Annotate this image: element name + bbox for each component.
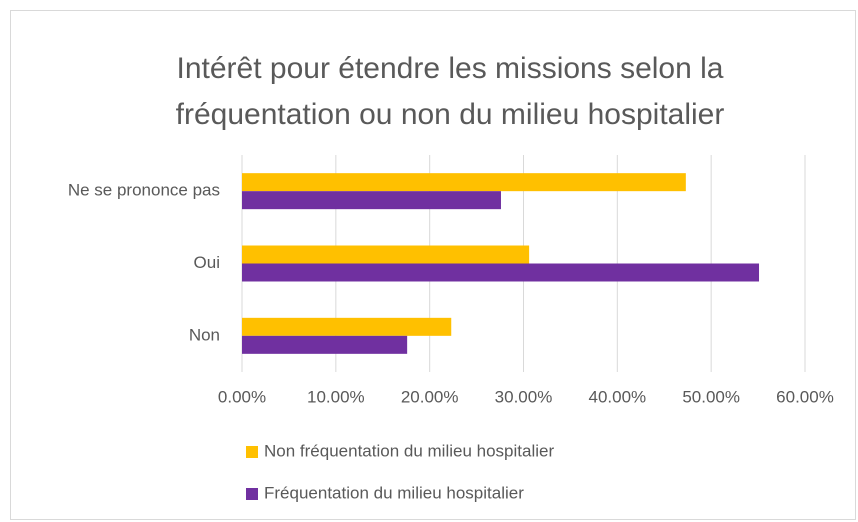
x-tick-label: 20.00% xyxy=(401,387,459,406)
y-tick-label: Oui xyxy=(194,253,220,272)
chart-border xyxy=(10,10,856,520)
bar xyxy=(242,191,501,210)
bar xyxy=(242,335,408,354)
bar xyxy=(242,245,530,264)
x-tick-label: 30.00% xyxy=(495,387,553,406)
y-tick-label: Non xyxy=(189,325,220,344)
x-tick-label: 40.00% xyxy=(588,387,646,406)
x-tick-label: 50.00% xyxy=(682,387,740,406)
y-tick-label: Ne se prononce pas xyxy=(68,181,220,200)
x-tick-label: 60.00% xyxy=(776,387,834,406)
bar xyxy=(242,173,686,192)
legend-label: Fréquentation du milieu hospitalier xyxy=(264,483,524,502)
bar xyxy=(242,263,760,282)
legend-swatch xyxy=(246,488,258,500)
legend-swatch xyxy=(246,446,258,458)
bar xyxy=(242,317,452,336)
x-tick-label: 10.00% xyxy=(307,387,365,406)
x-tick-label: 0.00% xyxy=(218,387,266,406)
legend-label: Non fréquentation du milieu hospitalier xyxy=(264,441,554,460)
chart-title: Intérêt pour étendre les missions selon … xyxy=(175,52,725,131)
